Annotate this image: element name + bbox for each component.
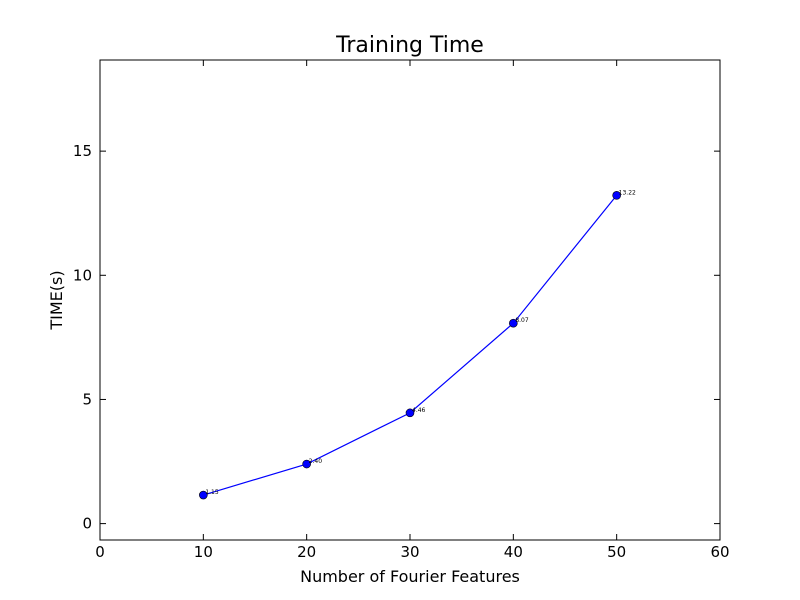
data-label: 4.46 — [412, 407, 426, 414]
y-tick-label: 10 — [73, 266, 92, 284]
x-axis: 0 10 20 30 40 50 60 — [95, 60, 730, 561]
x-tick-label: 60 — [710, 543, 729, 561]
x-tick-label: 10 — [194, 543, 213, 561]
data-point — [302, 459, 311, 469]
data-point — [199, 490, 208, 500]
plot-area — [99, 59, 721, 541]
data-point — [509, 318, 518, 328]
y-tick-label: 5 — [82, 390, 92, 408]
series-layer: 1.15 2.40 4.46 8.07 13.22 — [199, 189, 636, 500]
y-axis-label: TIME(s) — [47, 270, 66, 330]
x-tick-label: 20 — [297, 543, 316, 561]
data-label: 13.22 — [619, 189, 636, 196]
y-tick-label: 15 — [73, 142, 92, 160]
data-label: 8.07 — [515, 317, 529, 324]
data-point — [405, 408, 415, 418]
y-tick-label: 0 — [82, 515, 92, 533]
x-tick-label: 40 — [504, 543, 523, 561]
data-label: 1.15 — [205, 489, 219, 496]
data-label: 2.40 — [309, 458, 323, 465]
x-axis-label: Number of Fourier Features — [300, 567, 520, 586]
y-axis: 0 5 10 15 — [73, 142, 720, 533]
x-tick-label: 30 — [400, 543, 419, 561]
x-tick-label: 0 — [95, 543, 105, 561]
chart-title: Training Time — [335, 33, 484, 58]
x-tick-label: 50 — [607, 543, 626, 561]
data-point — [612, 191, 621, 200]
